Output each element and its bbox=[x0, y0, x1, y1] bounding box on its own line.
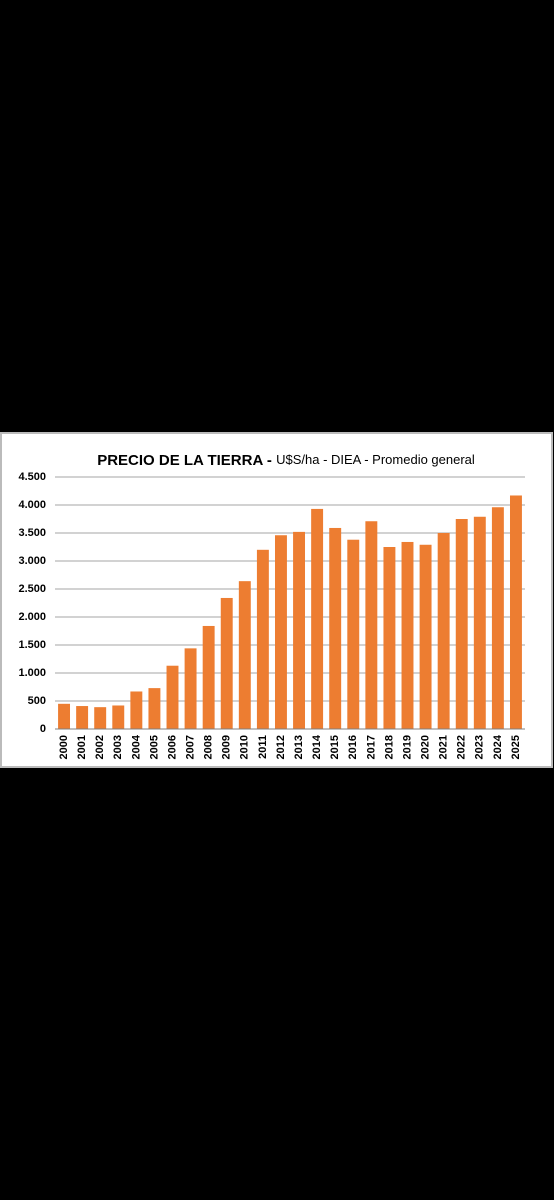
bar bbox=[383, 547, 396, 729]
x-tick-label: 2022 bbox=[456, 735, 468, 759]
bar bbox=[473, 516, 486, 729]
bar bbox=[329, 527, 342, 729]
bar bbox=[148, 688, 161, 729]
bar bbox=[437, 533, 450, 729]
x-tick-label: 2008 bbox=[203, 735, 215, 759]
x-tick-label: 2009 bbox=[221, 735, 233, 759]
x-tick-label: 2002 bbox=[94, 735, 106, 759]
x-tick-label: 2011 bbox=[257, 735, 269, 759]
bar bbox=[491, 507, 504, 729]
chart-title: PRECIO DE LA TIERRA - bbox=[97, 452, 272, 469]
y-tick-label: 2.000 bbox=[18, 611, 46, 623]
chart-title-line: PRECIO DE LA TIERRA - U$S/ha - DIEA - Pr… bbox=[97, 452, 475, 469]
x-tick-label: 2007 bbox=[184, 735, 196, 759]
x-tick-label: 2019 bbox=[401, 735, 413, 759]
x-tick-label: 2017 bbox=[365, 735, 377, 759]
x-tick-label: 2000 bbox=[58, 735, 70, 759]
y-tick-label: 1.000 bbox=[18, 667, 46, 679]
bar bbox=[58, 703, 71, 729]
x-tick-label: 2006 bbox=[166, 735, 178, 759]
bar bbox=[112, 705, 125, 729]
bar bbox=[455, 519, 468, 729]
bar bbox=[238, 581, 251, 729]
bar bbox=[184, 648, 197, 729]
bar bbox=[166, 665, 179, 729]
bar bbox=[347, 539, 360, 729]
x-tick-label: 2005 bbox=[148, 735, 160, 759]
chart-subtitle: U$S/ha - DIEA - Promedio general bbox=[276, 452, 475, 467]
bar bbox=[311, 508, 324, 729]
bar bbox=[202, 625, 215, 729]
y-tick-label: 4.000 bbox=[18, 499, 46, 511]
bar bbox=[419, 544, 432, 729]
x-tick-label: 2023 bbox=[474, 735, 486, 759]
y-tick-label: 2.500 bbox=[18, 583, 46, 595]
bar bbox=[256, 549, 269, 729]
bar bbox=[220, 597, 233, 729]
bar bbox=[130, 691, 143, 729]
x-tick-label: 2024 bbox=[492, 734, 504, 759]
bar bbox=[365, 521, 378, 729]
x-tick-label: 2001 bbox=[76, 735, 88, 759]
x-tick-label: 2025 bbox=[510, 735, 522, 759]
x-tick-label: 2003 bbox=[112, 735, 124, 759]
bar bbox=[401, 541, 414, 729]
bar bbox=[274, 535, 287, 729]
x-tick-label: 2010 bbox=[239, 735, 251, 759]
y-tick-label: 500 bbox=[28, 695, 46, 707]
y-tick-label: 4.500 bbox=[18, 471, 46, 483]
y-tick-label: 0 bbox=[40, 723, 46, 735]
x-tick-label: 2018 bbox=[383, 735, 395, 759]
x-tick-label: 2004 bbox=[130, 734, 142, 759]
x-tick-label: 2021 bbox=[438, 735, 450, 759]
bar bbox=[293, 531, 306, 729]
x-tick-label: 2015 bbox=[329, 735, 341, 759]
bar bbox=[509, 495, 522, 729]
x-tick-label: 2014 bbox=[311, 734, 323, 759]
y-tick-label: 3.000 bbox=[18, 555, 46, 567]
y-tick-label: 1.500 bbox=[18, 639, 46, 651]
x-tick-label: 2013 bbox=[293, 735, 305, 759]
bar bbox=[94, 707, 107, 729]
x-tick-label: 2012 bbox=[275, 735, 287, 759]
x-tick-label: 2016 bbox=[347, 735, 359, 759]
x-tick-label: 2020 bbox=[419, 735, 431, 759]
y-tick-label: 3.500 bbox=[18, 527, 46, 539]
bar bbox=[76, 706, 89, 729]
